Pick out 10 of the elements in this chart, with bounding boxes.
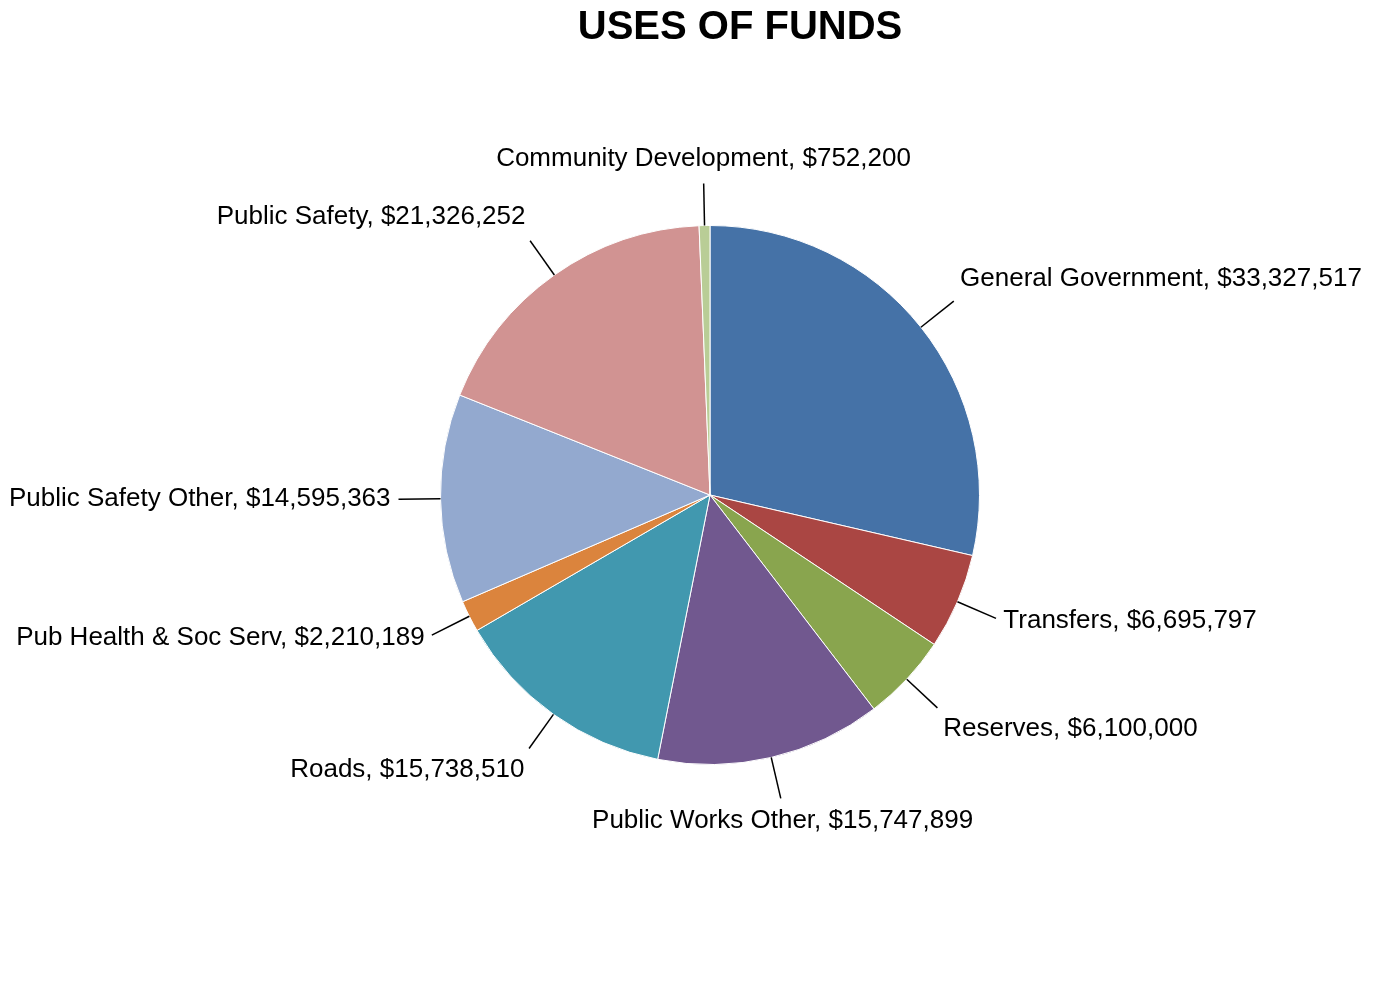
slice-label: Reserves, $6,100,000: [943, 711, 1198, 742]
slice-label: Roads, $15,738,510: [290, 753, 525, 784]
slice-label: Community Development, $752,200: [496, 141, 911, 172]
slice-label: General Government, $33,327,517: [960, 262, 1362, 293]
chart-title: USES OF FUNDS: [577, 3, 903, 48]
slice-label: Public Safety Other, $14,595,363: [8, 481, 391, 512]
slice-label: Transfers, $6,695,797: [1003, 603, 1257, 634]
slice-label: Public Works Other, $15,747,899: [592, 804, 974, 835]
slice-label: Pub Health & Soc Serv, $2,210,189: [16, 620, 425, 651]
slice-label: Public Safety, $21,326,252: [216, 200, 526, 231]
